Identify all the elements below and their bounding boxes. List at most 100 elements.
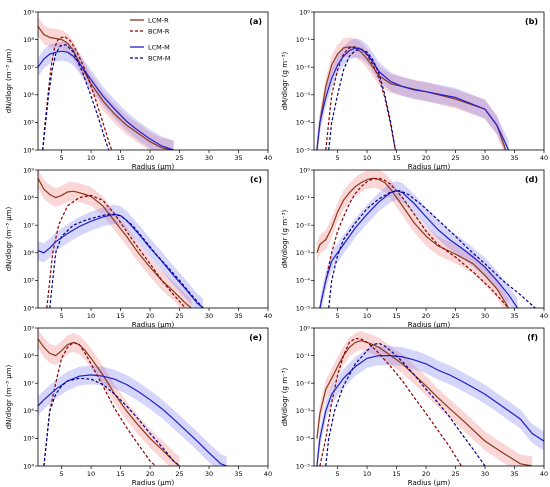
panel-a-frame — [37, 11, 269, 151]
panel-c-xtick-label: 10 — [87, 312, 95, 320]
panel-d-frame — [313, 169, 545, 309]
panel-f-ytick-label: 10⁻³ — [296, 407, 311, 415]
panel-e-xtick-label: 15 — [116, 470, 124, 478]
legend-label-lcm-r: LCM-R — [148, 16, 169, 24]
panel-e-xtick-label: 5 — [60, 470, 64, 478]
panel-b-xtick-label: 25 — [451, 154, 459, 162]
panel-a-xtick-label: 10 — [87, 154, 95, 162]
panel-c-xtick-label: 25 — [175, 312, 183, 320]
panel-a-ytick-label: 10⁵ — [23, 119, 34, 127]
panel-a-xtick-label: 30 — [205, 154, 213, 162]
panel-a-xtick-label: 20 — [146, 154, 154, 162]
panel-f: 5 10 15 20 25 30 35 40 10⁻⁵ 10⁻⁴ 10⁻³ 10⁻² 10⁻¹ 10⁰ Ra… — [281, 324, 548, 487]
panel-c-line-bcm-m — [49, 213, 204, 308]
panel-b-ytick-label: 10⁻² — [296, 64, 311, 72]
panel-f-xlabel: Radius (μm) — [408, 479, 451, 487]
panel-e-line-lcm-r — [38, 338, 180, 466]
panel-c-xtick-label: 35 — [234, 312, 242, 320]
panel-c-xtick-label: 40 — [264, 312, 272, 320]
panel-f-ytick-label: 10⁻⁵ — [296, 462, 311, 470]
legend: LCM-R BCM-R LCM-M BCM-M — [130, 16, 170, 62]
panel-e-ylabel: dN/dlogr (m⁻³ μm) — [5, 364, 13, 429]
panel-c-line-lcm-r — [38, 178, 192, 308]
panel-e-xlabel: Radius (μm) — [132, 479, 175, 487]
panel-e-ytick-label: 10⁴ — [23, 462, 34, 470]
panel-a-xtick-label: 35 — [234, 154, 242, 162]
panel-c-ytick-label: 10⁸ — [23, 194, 34, 202]
panel-b-xlabel: Radius (μm) — [408, 163, 451, 171]
panel-d-xtick-label: 5 — [336, 312, 340, 320]
panel-d-xtick-label: 40 — [540, 312, 548, 320]
panel-a-ytick-label: 10⁹ — [23, 8, 34, 16]
panel-c-ytick-label: 10⁹ — [23, 166, 34, 174]
panel-b-xtick-label: 20 — [422, 154, 430, 162]
panel-c-ylabel: dN/dlogr (m⁻³ μm) — [5, 206, 13, 271]
panel-f-xtick-label: 5 — [336, 470, 340, 478]
panel-d-xtick-label: 20 — [422, 312, 430, 320]
panel-e-xtick-label: 20 — [146, 470, 154, 478]
panel-a-xlabel: Radius (μm) — [132, 163, 175, 171]
panel-d-plot-area — [316, 170, 536, 308]
panel-f-ytick-label: 10⁻¹ — [296, 352, 311, 360]
panel-b-plot-area — [316, 37, 510, 150]
panel-e-xtick-label: 40 — [264, 470, 272, 478]
panel-e-ytick-label: 10⁵ — [23, 435, 34, 443]
panel-d-line-lcm-m — [319, 189, 518, 308]
panel-a-ytick-label: 10⁸ — [23, 36, 34, 44]
panel-e-line-lcm-m — [38, 374, 227, 466]
panel-b-ytick-label: 10⁻¹ — [296, 36, 311, 44]
panel-c-xlabel: Radius (μm) — [132, 321, 175, 329]
panel-a-ylabel: dN/dlogr (m⁻³ μm) — [5, 48, 13, 113]
panel-a-xtick-label: 40 — [264, 154, 272, 162]
panel-c: 5 10 15 20 25 30 35 40 10⁴ 10⁵ 10⁶ 10⁷ 10⁸ 10⁹ Radius … — [5, 166, 272, 329]
panel-d-ytick-label: 10⁻⁵ — [296, 304, 311, 312]
panel-d-xtick-label: 10 — [363, 312, 371, 320]
panel-d-ylabel: dM/dlogr (g m⁻³) — [281, 209, 289, 268]
panel-b-line-lcm-m — [316, 47, 510, 150]
panel-b-ytick-label: 10⁻³ — [296, 91, 311, 99]
panel-a-xtick-label: 25 — [175, 154, 183, 162]
panel-f-xtick-label: 35 — [510, 470, 518, 478]
panel-e-tag: (e) — [249, 333, 262, 342]
panel-c-line-bcm-r — [46, 194, 186, 308]
panel-e-xtick-label: 30 — [205, 470, 213, 478]
panel-b-xtick-label: 10 — [363, 154, 371, 162]
panel-e-frame — [37, 327, 269, 467]
panel-f-ytick-label: 10⁻⁴ — [296, 435, 311, 443]
panel-c-ytick-label: 10⁵ — [23, 277, 34, 285]
panel-a-band-lcm-m — [38, 41, 174, 150]
panel-e-plot-area — [38, 329, 227, 466]
panel-f-ytick-label: 10⁰ — [299, 324, 310, 332]
panel-b-xtick-label: 15 — [392, 154, 400, 162]
panel-c-xtick-label: 15 — [116, 312, 124, 320]
panel-c-tag: (c) — [250, 175, 262, 184]
panel-b-ytick-label: 10⁻⁵ — [296, 146, 311, 154]
panel-f-band-lcm-m — [316, 346, 544, 466]
panel-e: 5 10 15 20 25 30 35 40 10⁴ 10⁵ 10⁶ 10⁷ 10⁸ 10⁹ Radius … — [5, 324, 272, 487]
panel-c-xtick-label: 30 — [205, 312, 213, 320]
panel-f-line-lcm-r — [316, 339, 533, 466]
panel-f-frame — [313, 327, 545, 467]
panel-d-ytick-label: 10⁰ — [299, 166, 310, 174]
panel-f-ylabel: dM/dlogr (g m⁻³) — [281, 367, 289, 426]
panel-b: 5 10 15 20 25 30 35 40 10⁻⁵ 10⁻⁴ 10⁻³ 10⁻² 10⁻¹ 10⁰ Ra… — [281, 8, 548, 171]
legend-label-bcm-m: BCM-M — [148, 54, 170, 62]
panel-d-xtick-label: 15 — [392, 312, 400, 320]
panel-a-line-lcm-m — [38, 50, 174, 150]
panel-b-ytick-label: 10⁻⁴ — [296, 119, 311, 127]
panel-b-line-lcm-r — [316, 46, 507, 150]
panel-c-ytick-label: 10⁶ — [23, 249, 34, 257]
panel-c-xtick-label: 20 — [146, 312, 154, 320]
panel-d-xtick-label: 35 — [510, 312, 518, 320]
panel-a: 5 10 15 20 25 30 35 40 10⁴ 10⁵ 10⁶ 10⁷ 10⁸ 10⁹ Radius … — [5, 8, 272, 171]
panel-e-band-lcm-m — [38, 365, 227, 466]
panel-d-line-lcm-r — [316, 177, 510, 308]
panel-d-xlabel: Radius (μm) — [408, 321, 451, 329]
panel-d-ytick-label: 10⁻¹ — [296, 194, 311, 202]
panel-d-ytick-label: 10⁻⁴ — [296, 277, 311, 285]
panel-a-xtick-label: 5 — [60, 154, 64, 162]
panel-d-band-lcm-m — [319, 181, 518, 308]
panel-d-xtick-label: 25 — [451, 312, 459, 320]
panel-a-plot-area — [38, 17, 174, 150]
